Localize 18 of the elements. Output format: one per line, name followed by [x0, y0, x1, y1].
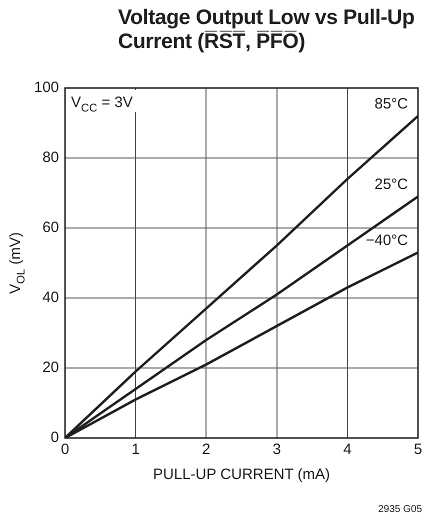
y-tick-label: 40 [42, 289, 60, 306]
y-axis-title: VOL (mV) [7, 232, 28, 294]
x-tick-label: 4 [343, 441, 352, 458]
y-tick-label: 100 [34, 79, 60, 96]
x-tick-label: 5 [414, 441, 422, 458]
y-tick-label: 60 [42, 219, 60, 236]
x-tick-label: 3 [272, 441, 281, 458]
series-label: 25°C [374, 176, 408, 194]
series-label: 85°C [374, 96, 408, 113]
x-axis-title: PULL-UP CURRENT (mA) [153, 466, 330, 484]
y-tick-label: 20 [42, 359, 60, 376]
chart-title: Voltage Output Low vs Pull-Up Current (R̅S̅T̅, P̅F̅O̅) [118, 6, 416, 54]
y-tick-label: 80 [42, 149, 60, 166]
series-label: −40°C [366, 232, 408, 250]
y-tick-label: 0 [50, 429, 60, 446]
x-tick-label: 2 [202, 441, 210, 458]
text: 2935 G05 [378, 504, 422, 515]
x-tick-label: 1 [131, 441, 140, 458]
